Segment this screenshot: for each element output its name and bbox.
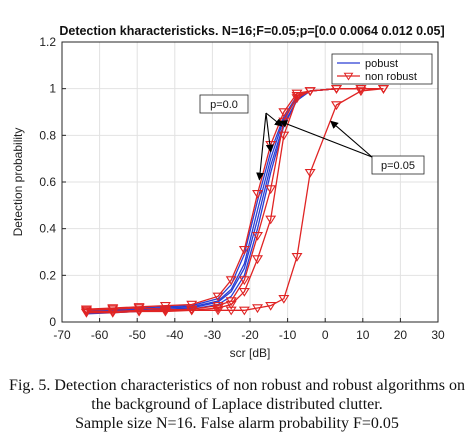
nonrobust-data-point (252, 231, 264, 241)
detection-chart: -70 -60 -50 -40 -30 -20 -10 0 10 20 30 0 0.2 0.4 0.6 0.… (11, 24, 445, 360)
y-tick-label: 1.2 (39, 35, 56, 49)
x-tick-label: -50 (129, 328, 147, 342)
nonrobust-data-point (291, 252, 303, 262)
annotation-label: p=0.05 (381, 160, 415, 172)
legend-label: non robust (365, 71, 417, 83)
nonrobust-data-point (133, 307, 145, 317)
nonrobust-data-point (330, 101, 342, 111)
nonrobust-data-point (291, 91, 303, 101)
nonrobust-data-point (252, 255, 264, 265)
x-tick-label: -70 (53, 328, 71, 342)
nonrobust-data-point (278, 131, 290, 141)
nonrobust-data-point (107, 307, 119, 317)
nonrobust-data-point (238, 276, 250, 286)
caption-line-3: Sample size N=16. False alarm probabilit… (75, 415, 399, 432)
nonrobust-series-line (86, 88, 384, 314)
caption-line-2: the background of Laplace distributed cl… (91, 396, 383, 413)
x-axis-label: scr [dB] (230, 346, 271, 360)
nonrobust-data-point (377, 84, 389, 94)
nonrobust-data-point (80, 306, 92, 316)
annotation-label: p=0.0 (210, 99, 238, 111)
nonrobust-data-point (107, 305, 119, 315)
nonrobust-data-point (225, 276, 237, 286)
nonrobust-data-point (225, 306, 237, 316)
nonrobust-data-point (107, 308, 119, 318)
annotation-arrow (265, 112, 274, 153)
x-tick-label: -60 (91, 328, 109, 342)
nonrobust-data-point (133, 306, 145, 316)
nonrobust-data-point (291, 94, 303, 104)
nonrobust-series-line (86, 88, 384, 311)
nonrobust-data-point (238, 287, 250, 297)
y-tick-label: 0 (49, 315, 56, 329)
annotation-arrow (330, 120, 373, 158)
nonrobust-data-point (278, 294, 290, 304)
y-tick-label: 0.2 (39, 268, 56, 282)
nonrobust-data-point (159, 305, 171, 315)
nonrobust-data-point (159, 307, 171, 317)
annotation-box (199, 94, 249, 114)
x-tick-label: -40 (166, 328, 184, 342)
annotation-arrow (279, 120, 373, 158)
nonrobust-data-point (238, 306, 250, 316)
nonrobust-data-point (186, 305, 198, 315)
y-tick-label: 1 (49, 82, 56, 96)
nonrobust-data-point (265, 301, 277, 311)
caption-line-1: Fig. 5. Detection characteristics of non… (9, 377, 465, 394)
y-tick-label: 0.8 (39, 128, 56, 142)
nonrobust-data-point (186, 300, 198, 310)
nonrobust-data-point (212, 304, 224, 314)
x-tick-label: -10 (279, 328, 297, 342)
x-tick-label: 30 (431, 328, 445, 342)
x-tick-label: 0 (322, 328, 329, 342)
nonrobust-data-point (225, 300, 237, 310)
chart-figure: -70 -60 -50 -40 -30 -20 -10 0 10 20 30 0 0.2 0.4 0.6 0.… (11, 24, 445, 360)
nonrobust-data-point (304, 168, 316, 178)
y-tick-label: 0.4 (39, 222, 56, 236)
x-tick-label: 20 (394, 328, 408, 342)
nonrobust-data-point (355, 87, 367, 97)
legend-marker (343, 72, 354, 81)
nonrobust-data-point (265, 185, 277, 195)
nonrobust-data-point (80, 307, 92, 317)
nonrobust-data-point (304, 87, 316, 97)
figure-caption: Fig. 5. Detection characteristics of non… (0, 376, 474, 433)
nonrobust-data-point (80, 308, 92, 318)
x-tick-label: -30 (204, 328, 222, 342)
legend-label: pobust (365, 58, 398, 70)
nonrobust-data-point (278, 108, 290, 118)
y-axis-label: Detection probability (11, 128, 25, 237)
nonrobust-data-point (252, 304, 264, 314)
nonrobust-data-point (212, 306, 224, 316)
annotation-box (371, 155, 425, 175)
annotation-arrow (256, 112, 267, 181)
nonrobust-data-point (212, 301, 224, 311)
nonrobust-data-point (355, 84, 367, 94)
x-tick-label: -20 (241, 328, 259, 342)
nonrobust-data-point (212, 292, 224, 302)
nonrobust-data-point (186, 306, 198, 316)
nonrobust-data-point (265, 215, 277, 225)
nonrobust-data-point (291, 89, 303, 99)
y-tick-label: 0.6 (39, 175, 56, 189)
chart-title: Detection kharacteristicks. N=16;F=0.05;… (59, 24, 444, 38)
nonrobust-data-point (133, 304, 145, 314)
nonrobust-data-point (238, 245, 250, 255)
nonrobust-data-point (330, 84, 342, 94)
nonrobust-data-point (252, 189, 264, 199)
x-tick-label: 10 (356, 328, 370, 342)
nonrobust-data-point (159, 306, 171, 316)
